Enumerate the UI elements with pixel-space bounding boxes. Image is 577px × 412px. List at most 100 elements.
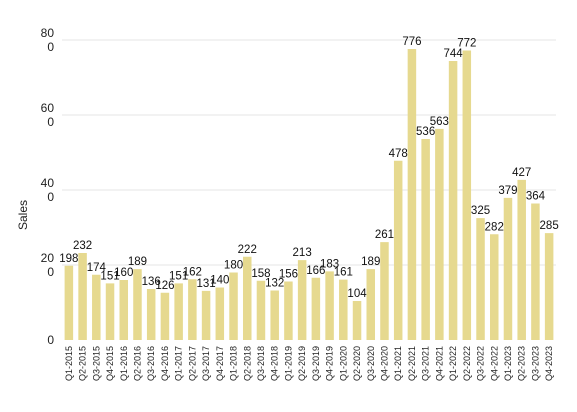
- data-label: 222: [238, 244, 257, 256]
- x-tick-label: Q2-2016: [132, 346, 142, 381]
- bar: [393, 160, 403, 340]
- x-tick-label: Q1-2021: [393, 346, 403, 381]
- x-tick-label: Q2-2018: [242, 346, 252, 381]
- bar: [544, 233, 554, 340]
- bar: [407, 49, 417, 340]
- data-label: 282: [485, 221, 504, 233]
- data-label: 364: [526, 191, 546, 203]
- x-tick-label: Q2-2022: [462, 346, 472, 381]
- x-tick-label: Q1-2016: [119, 346, 129, 381]
- x-tick-label: Q1-2017: [174, 346, 184, 381]
- x-tick-label: Q4-2016: [160, 346, 170, 381]
- data-label: 166: [306, 265, 325, 277]
- y-axis-label: Sales: [16, 200, 30, 230]
- data-label: 776: [402, 36, 421, 48]
- x-tick-label: Q4-2020: [379, 346, 389, 381]
- bar: [146, 289, 156, 340]
- y-tick-label: 80 0: [41, 26, 55, 54]
- data-label: 160: [114, 267, 133, 279]
- bar: [78, 253, 87, 340]
- x-tick-label: Q3-2019: [311, 346, 321, 381]
- data-label: 198: [59, 253, 78, 265]
- y-tick-label: 40 0: [41, 176, 55, 204]
- bar: [503, 197, 513, 340]
- data-label: 126: [155, 280, 174, 292]
- x-tick-label: Q1-2023: [503, 346, 513, 381]
- x-tick-label: Q3-2022: [476, 346, 486, 381]
- x-tick-label: Q3-2020: [366, 346, 376, 381]
- bar: [256, 280, 266, 340]
- bar: [105, 283, 115, 340]
- x-tick-label: Q2-2021: [407, 346, 417, 381]
- data-label: 744: [443, 48, 463, 60]
- x-tick-label: Q4-2022: [489, 346, 499, 381]
- x-tick-label: Q4-2023: [544, 346, 554, 381]
- bar: [284, 281, 293, 340]
- bar: [160, 292, 170, 340]
- gridlines: [62, 39, 556, 266]
- bar: [92, 274, 101, 340]
- bar: [339, 279, 348, 340]
- bar: [270, 290, 279, 340]
- bar: [476, 218, 485, 340]
- data-label: 136: [142, 276, 161, 288]
- x-tick-label: Q1-2015: [64, 346, 74, 381]
- bar: [188, 279, 197, 340]
- data-label: 162: [183, 266, 202, 278]
- data-label: 174: [87, 262, 107, 274]
- data-label: 156: [279, 269, 298, 281]
- x-tick-label: Q3-2015: [91, 346, 101, 381]
- data-labels: 1982321741511601891361261511621311401802…: [59, 36, 558, 300]
- data-label: 132: [265, 278, 284, 290]
- x-tick-label: Q1-2019: [283, 346, 293, 381]
- x-tick-label: Q3-2017: [201, 346, 211, 381]
- data-label: 772: [457, 38, 476, 50]
- bar: [174, 283, 183, 340]
- x-tick-label: Q4-2018: [270, 346, 280, 381]
- bars: [64, 49, 554, 340]
- data-label: 563: [430, 116, 449, 128]
- data-label: 161: [334, 267, 353, 279]
- data-label: 478: [389, 148, 408, 160]
- x-tick-label: Q1-2020: [338, 346, 348, 381]
- x-tick-label: Q1-2022: [448, 346, 458, 381]
- x-tick-label: Q2-2020: [352, 346, 362, 381]
- x-axis-ticks: Q1-2015 Q2-2015 Q3-2015 Q4-2015 Q1-2016 Q2-20…: [64, 346, 554, 381]
- x-tick-label: Q4-2017: [215, 346, 225, 381]
- bar: [448, 61, 458, 340]
- x-tick-label: Q4-2015: [105, 346, 115, 381]
- data-label: 213: [293, 247, 312, 259]
- bar: [352, 301, 362, 340]
- data-label: 183: [320, 258, 339, 270]
- x-tick-label: Q2-2019: [297, 346, 307, 381]
- x-tick-label: Q4-2021: [434, 346, 444, 381]
- data-label: 104: [347, 288, 367, 300]
- x-tick-label: Q2-2015: [78, 346, 88, 381]
- data-label: 140: [210, 275, 229, 287]
- data-label: 536: [416, 126, 435, 138]
- data-label: 189: [361, 256, 380, 268]
- data-label: 261: [375, 229, 394, 241]
- bar: [380, 242, 389, 340]
- data-label: 325: [471, 205, 490, 217]
- bar: [242, 256, 252, 340]
- data-label: 285: [540, 220, 559, 232]
- bar: [119, 280, 129, 340]
- bar: [462, 50, 472, 340]
- data-label: 427: [512, 167, 531, 179]
- bar: [531, 203, 540, 340]
- y-tick-label: 60 0: [41, 101, 55, 129]
- x-tick-label: Q2-2017: [187, 346, 197, 381]
- y-tick-label: 20 0: [41, 251, 55, 279]
- data-label: 180: [224, 260, 243, 272]
- x-tick-label: Q4-2019: [325, 346, 335, 381]
- bar: [421, 139, 430, 340]
- data-label: 232: [73, 240, 92, 252]
- bar: [201, 290, 211, 340]
- x-tick-label: Q3-2021: [421, 346, 431, 381]
- x-tick-label: Q2-2023: [517, 346, 527, 381]
- bar: [366, 269, 376, 340]
- bar: [311, 277, 321, 340]
- bar: [215, 287, 225, 340]
